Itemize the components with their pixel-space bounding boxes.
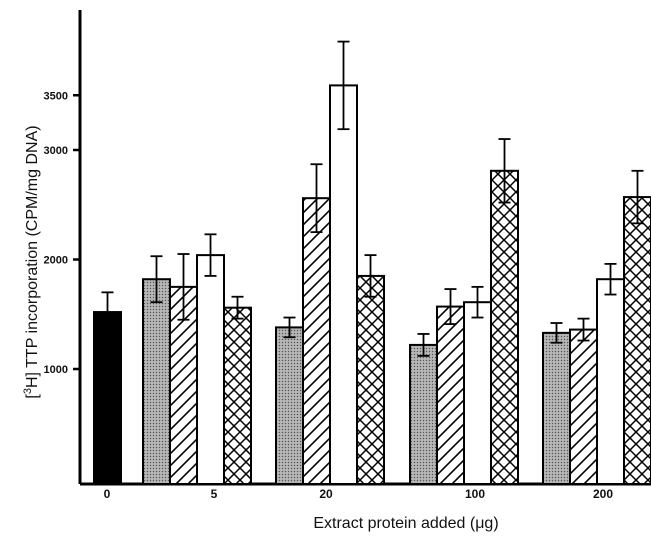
category-labels: 0 5 20 100 200 [104,487,614,501]
bar [436,305,465,485]
bar [623,196,651,486]
y-tick-label: 3000 [44,145,68,157]
bar [275,326,304,486]
y-tick-label: 2000 [44,255,68,267]
x-tick-label: 100 [465,487,485,501]
y-axis-title-superscript: 3 [22,388,34,394]
bar [196,254,225,485]
bar [329,84,358,486]
y-tick-label: 1000 [44,364,68,376]
x-axis-title: Extract protein added (μg) [313,515,498,532]
x-tick-label: 5 [211,487,218,501]
bars [93,40,651,486]
x-tick-label: 200 [593,487,613,501]
y-axis-title: [3H] TTP incorporation (CPM/mg DNA) [22,125,41,398]
bar [569,328,598,485]
x-tick-label: 0 [104,487,111,501]
bar [302,197,331,485]
bar [223,306,252,485]
bar [356,274,385,485]
y-tick-label: 3500 [44,90,68,102]
bar [409,343,438,485]
bar [596,278,625,485]
x-tick-label: 20 [319,487,333,501]
y-ticks: 1000 2000 3000 3500 [44,90,80,376]
bar [142,278,171,485]
bar [490,169,519,485]
bar [463,301,492,485]
bar [93,311,122,485]
bar [542,331,571,485]
